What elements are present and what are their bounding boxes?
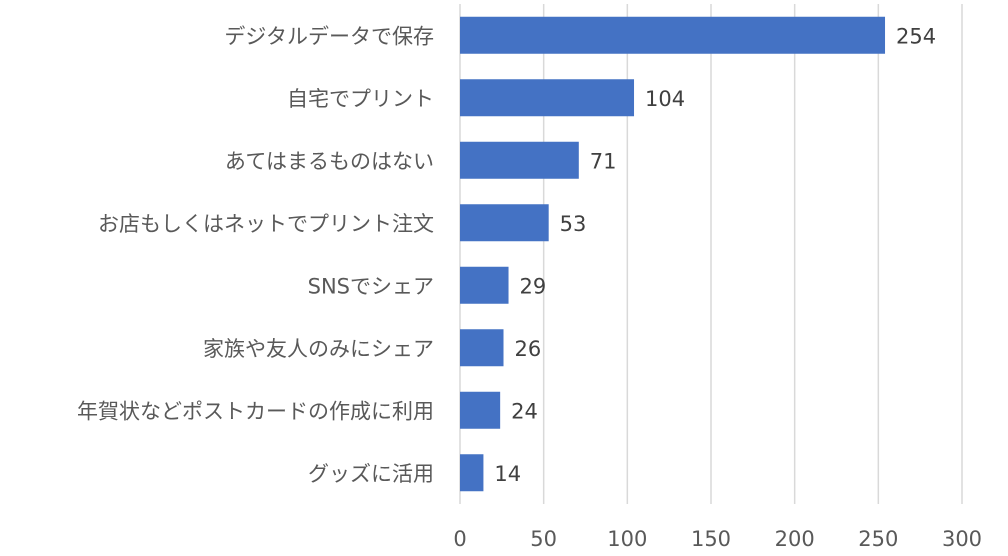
data-label: 29	[520, 274, 547, 298]
x-tick-label: 300	[942, 527, 982, 551]
data-label: 71	[590, 149, 617, 173]
data-label: 14	[494, 462, 521, 486]
data-label: 26	[515, 337, 542, 361]
gridlines	[459, 4, 963, 504]
bar	[460, 329, 504, 367]
x-tick-label: 250	[858, 527, 898, 551]
category-label: 自宅でプリント	[287, 87, 434, 111]
bar	[460, 266, 509, 304]
data-label: 24	[511, 399, 538, 423]
x-tick-label: 0	[453, 527, 466, 551]
bars	[460, 16, 886, 492]
data-label: 53	[560, 212, 587, 236]
category-label: あてはまるものはない	[225, 149, 434, 173]
category-label: お店もしくはネットでプリント注文	[98, 212, 434, 236]
category-label: 家族や友人のみにシェア	[203, 337, 434, 361]
data-label: 254	[896, 24, 936, 48]
bar	[460, 16, 886, 54]
x-tick-label: 150	[691, 527, 731, 551]
category-label: グッズに活用	[308, 462, 434, 486]
data-label: 104	[645, 87, 685, 111]
x-tick-label: 100	[607, 527, 647, 551]
x-tick-label: 50	[530, 527, 557, 551]
bar	[460, 79, 635, 117]
x-tick-label: 200	[775, 527, 815, 551]
category-label: 年賀状などポストカードの作成に利用	[77, 399, 434, 423]
bar	[460, 141, 579, 179]
bar	[460, 454, 484, 492]
x-axis-tick-labels: 0 50 100 150 200 250 300	[453, 527, 982, 551]
bar	[460, 204, 549, 242]
category-label: デジタルデータで保存	[224, 24, 434, 48]
data-labels: 254 104 71 53 29 26 24 14	[494, 24, 936, 486]
category-labels: デジタルデータで保存自宅でプリントあてはまるものはないお店もしくはネットでプリン…	[77, 24, 434, 486]
category-label: SNSでシェア	[308, 274, 434, 298]
bar	[460, 391, 501, 429]
